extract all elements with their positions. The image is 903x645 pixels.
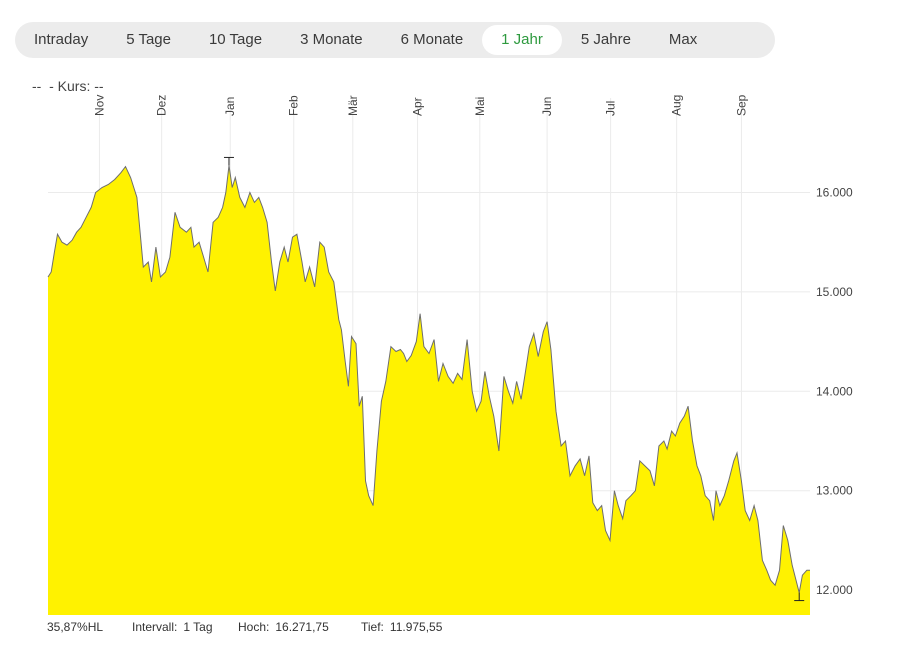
y-tick-label: 12.000 <box>816 583 853 597</box>
y-tick-label: 14.000 <box>816 384 853 398</box>
y-tick-label: 15.000 <box>816 285 853 299</box>
tab-5-jahre[interactable]: 5 Jahre <box>580 31 631 48</box>
tab-1-jahr[interactable]: 1 Jahr <box>482 25 562 55</box>
x-tick-label: Dez <box>155 95 169 116</box>
timeframe-tabs: Intraday 5 Tage 10 Tage 3 Monate 6 Monate 1 J… <box>15 22 775 58</box>
x-tick-label: Jun <box>540 97 554 116</box>
y-tick-label: 16.000 <box>816 185 853 199</box>
high-value: 16.271,75 <box>275 620 329 634</box>
hl-range: 35,87%HL <box>47 620 104 634</box>
high-label: Hoch: <box>238 620 270 634</box>
interval-label: Intervall: <box>132 620 178 634</box>
x-tick-label: Sep <box>734 94 748 116</box>
legend-price: -- - Kurs: -- <box>32 78 104 94</box>
x-tick-label: Feb <box>287 95 301 116</box>
y-tick-label: 13.000 <box>816 484 853 498</box>
x-tick-label: Jan <box>223 97 237 116</box>
x-tick-label: Aug <box>670 95 684 116</box>
low-info: Tief: 11.975,55 <box>361 620 442 634</box>
x-tick-label: Jul <box>604 101 618 116</box>
tab-intraday[interactable]: Intraday <box>34 31 89 48</box>
low-value: 11.975,55 <box>389 620 443 634</box>
interval-info: Intervall: 1 Tag <box>132 620 213 634</box>
high-info: Hoch: 16.271,75 <box>238 620 329 634</box>
interval-value: 1 Tag <box>183 620 213 634</box>
x-tick-label: Nov <box>92 95 106 116</box>
tab-3-monate[interactable]: 3 Monate <box>300 31 363 48</box>
x-tick-label: Mär <box>346 95 360 116</box>
tab-max[interactable]: Max <box>668 31 698 48</box>
series-line <box>47 165 810 593</box>
series-area <box>48 165 810 615</box>
x-tick-label: Apr <box>411 97 425 116</box>
price-chart: Nov Dez Jan Feb Mär Apr Mai Jun Jul Aug Sep 12.000 1… <box>47 94 853 615</box>
tab-5-tage[interactable]: 5 Tage <box>126 31 171 48</box>
x-tick-label: Mai <box>473 97 487 116</box>
tab-6-monate[interactable]: 6 Monate <box>400 31 464 48</box>
low-label: Tief: <box>361 620 384 634</box>
tab-10-tage[interactable]: 10 Tage <box>208 31 263 48</box>
